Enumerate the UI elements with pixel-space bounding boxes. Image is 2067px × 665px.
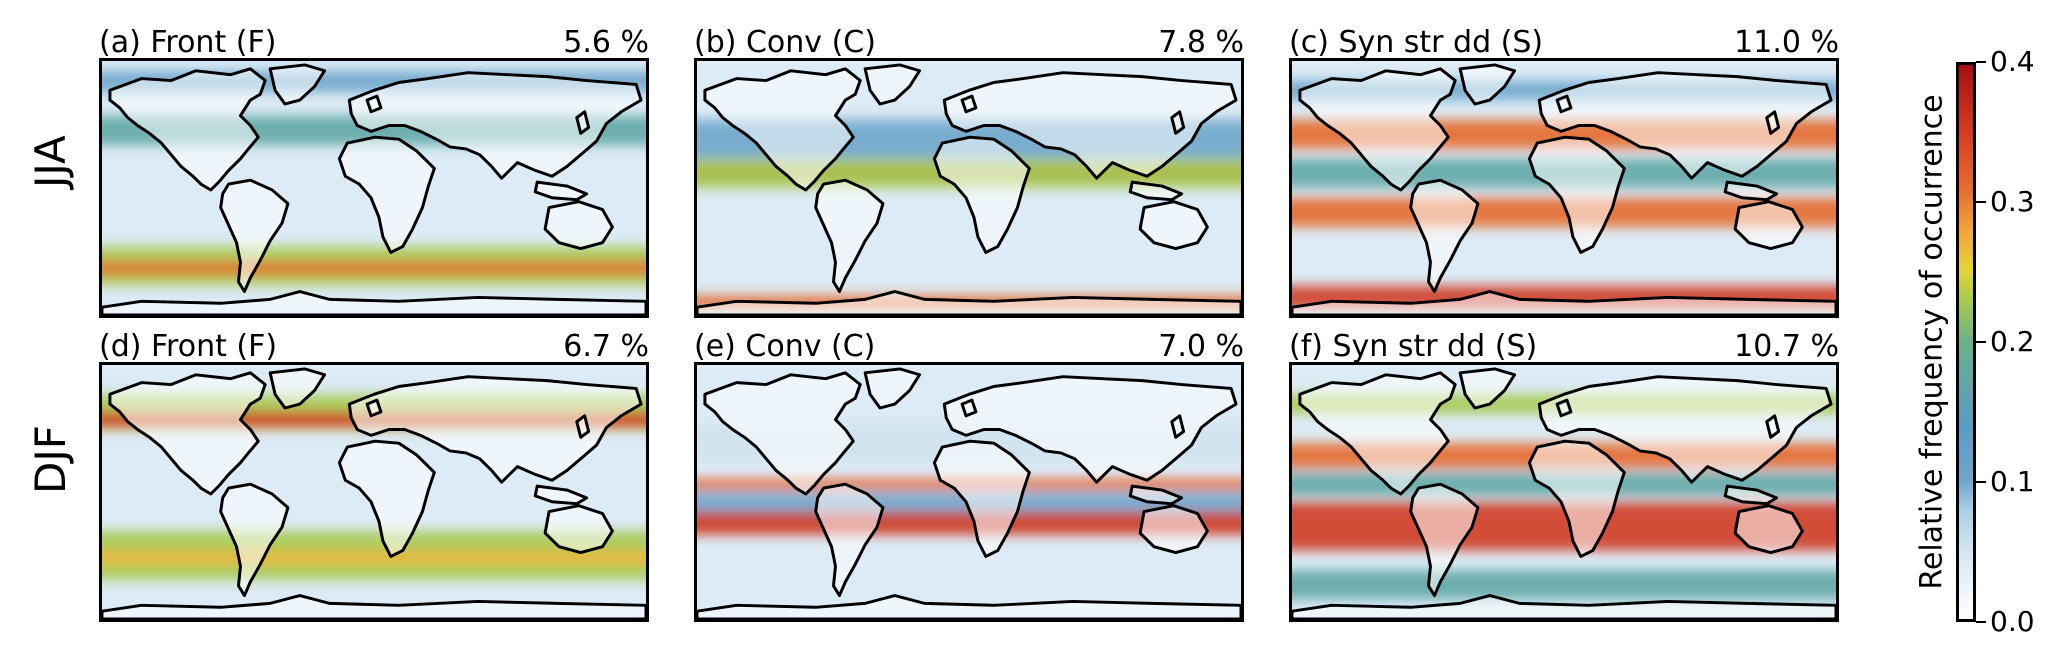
row-label-jja: JJA — [26, 135, 75, 188]
colorbar-tick — [1976, 201, 1986, 203]
panel-title-e: (e) Conv (C) — [694, 329, 876, 364]
colorbar-tick-label: 0.4 — [1990, 45, 2035, 78]
map-panel-d — [99, 362, 649, 622]
map-panel-f — [1289, 362, 1839, 622]
frequency-map — [1292, 61, 1836, 315]
colorbar-tick-label: 0.3 — [1990, 185, 2035, 218]
frequency-band-2 — [102, 261, 646, 275]
frequency-map — [697, 61, 1241, 315]
panel-percent-b: 7.8 % — [1158, 25, 1244, 60]
frequency-band-3 — [1292, 570, 1836, 600]
colorbar — [1956, 62, 1976, 622]
frequency-map — [1292, 365, 1836, 619]
colorbar-tick — [1976, 341, 1986, 343]
map-panel-c — [1289, 58, 1839, 318]
frequency-map — [697, 365, 1241, 619]
panel-percent-f: 10.7 % — [1734, 329, 1839, 364]
colorbar-tick-label: 0.0 — [1990, 605, 2035, 638]
panel-percent-a: 5.6 % — [563, 25, 649, 60]
colorbar-tick — [1976, 481, 1986, 483]
panel-title-d: (d) Front (F) — [99, 329, 278, 364]
map-panel-e — [694, 362, 1244, 622]
colorbar-title: Relative frequency of occurrence — [1914, 94, 1950, 590]
panel-title-b: (b) Conv (C) — [694, 25, 876, 60]
panel-percent-d: 6.7 % — [563, 329, 649, 364]
row-label-djf: DJF — [26, 425, 75, 494]
frequency-map — [102, 61, 646, 315]
map-panel-a — [99, 58, 649, 318]
panel-percent-c: 11.0 % — [1734, 25, 1839, 60]
panel-title-f: (f) Syn str dd (S) — [1289, 329, 1538, 364]
frequency-band-3 — [102, 550, 646, 565]
colorbar-tick-label: 0.2 — [1990, 325, 2035, 358]
colorbar-tick-label: 0.1 — [1990, 465, 2035, 498]
panel-title-a: (a) Front (F) — [99, 25, 277, 60]
colorbar-tick — [1976, 621, 1986, 623]
map-panel-b — [694, 58, 1244, 318]
colorbar-tick — [1976, 61, 1986, 63]
frequency-map — [102, 365, 646, 619]
panel-title-c: (c) Syn str dd (S) — [1289, 25, 1544, 60]
panel-percent-e: 7.0 % — [1158, 329, 1244, 364]
